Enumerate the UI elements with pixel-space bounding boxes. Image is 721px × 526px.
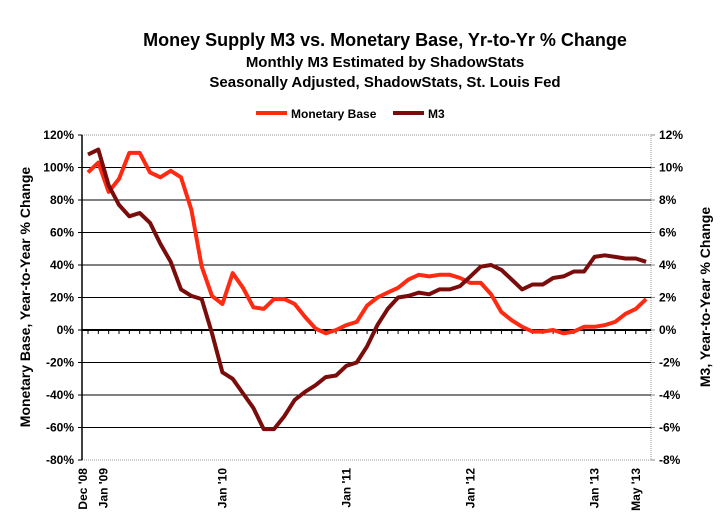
- y-tick-label-left: -20%: [46, 356, 74, 370]
- y-axis-right-label: M3, Year-to-Year % Change: [697, 207, 713, 387]
- y-tick-label-left: -60%: [46, 421, 74, 435]
- y-tick-label-right: 6%: [659, 226, 677, 240]
- y-axis-left-label: Monetary Base, Year-to-Year % Change: [17, 167, 33, 428]
- x-tick-label: Jan '12: [463, 468, 477, 509]
- x-tick-label: Jan '13: [587, 468, 601, 509]
- y-tick-label-right: -6%: [659, 421, 681, 435]
- y-tick-label-right: -4%: [659, 388, 681, 402]
- y-tick-label-left: -80%: [46, 453, 74, 467]
- y-tick-label-right: 0%: [659, 323, 677, 337]
- series-line-monetary-base: [86, 150, 648, 336]
- legend-label-monetary-base: Monetary Base: [291, 107, 377, 121]
- y-tick-label-left: 0%: [57, 323, 75, 337]
- plot-area: [81, 134, 652, 461]
- series-line-m3: [87, 147, 647, 432]
- y-tick-label-left: 40%: [50, 258, 74, 272]
- x-tick-label: Dec '08: [76, 468, 90, 510]
- y-tick-label-right: 4%: [659, 258, 677, 272]
- y-tick-label-right: 2%: [659, 291, 677, 305]
- chart-subtitle-2: Seasonally Adjusted, ShadowStats, St. Lo…: [209, 74, 560, 91]
- y-tick-label-left: 80%: [50, 193, 74, 207]
- y-tick-label-left: 100%: [43, 161, 74, 175]
- y-tick-label-right: 8%: [659, 193, 677, 207]
- y-tick-label-left: 120%: [43, 128, 74, 142]
- x-tick-label: Jan '11: [339, 468, 353, 508]
- legend-label-m3: M3: [428, 107, 445, 121]
- x-tick-label: Jan '10: [215, 468, 229, 509]
- y-tick-label-right: 12%: [659, 128, 683, 142]
- y-tick-label-left: -40%: [46, 388, 74, 402]
- chart-subtitle-1: Monthly M3 Estimated by ShadowStats: [246, 54, 524, 71]
- y-tick-label-right: -2%: [659, 356, 681, 370]
- y-tick-label-left: 60%: [50, 226, 74, 240]
- x-tick-label: Jan '09: [96, 468, 110, 509]
- x-tick-label: May '13: [629, 468, 643, 511]
- y-tick-label-left: 20%: [50, 291, 74, 305]
- y-tick-label-right: -8%: [659, 453, 681, 467]
- legend: Monetary Base M3: [256, 107, 445, 121]
- y-tick-label-right: 10%: [659, 161, 683, 175]
- chart-title: Money Supply M3 vs. Monetary Base, Yr-to…: [143, 30, 627, 50]
